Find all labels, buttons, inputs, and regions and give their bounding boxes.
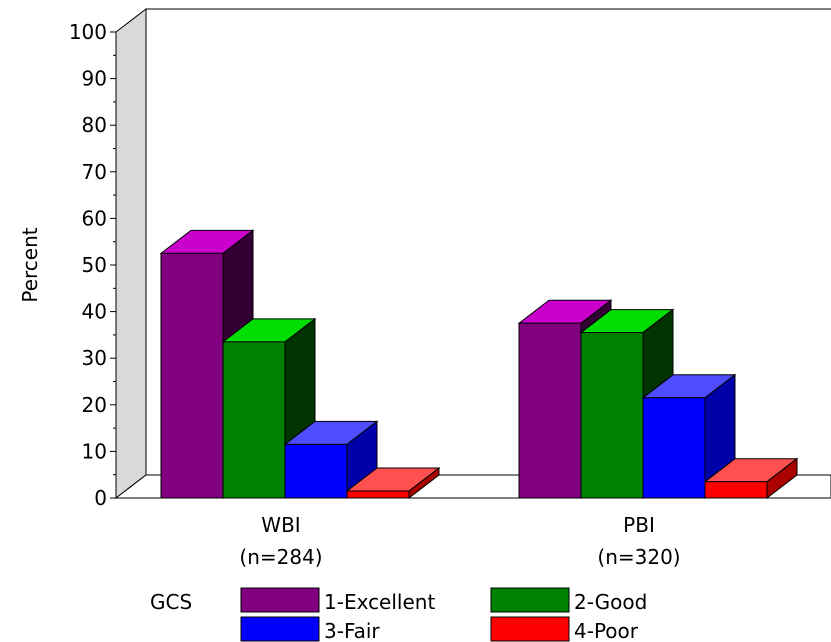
legend: GCS 1-Excellent 2-Good 3-Fair 4-Poor	[150, 587, 647, 642]
y-tick-label: 100	[69, 20, 107, 44]
legend-label: 1-Excellent	[324, 590, 435, 614]
bar-front	[642, 397, 706, 499]
legend-label: 4-Poor	[574, 619, 639, 642]
y-tick-label: 50	[82, 253, 107, 277]
legend-item: 4-Poor	[490, 616, 639, 642]
legend-swatch	[240, 587, 320, 613]
x-tick-label: PBI	[623, 513, 655, 537]
y-tick-label: 10	[82, 439, 107, 463]
legend-swatch	[240, 616, 320, 642]
bar-front	[580, 332, 644, 499]
bar	[641, 373, 737, 500]
y-axis: 0 10 20 30 40 50 60 70 80 90 100	[69, 20, 117, 510]
bar	[221, 317, 317, 500]
legend-item: 3-Fair	[240, 616, 380, 642]
legend-swatch	[490, 616, 570, 642]
y-tick-label: 30	[82, 346, 107, 370]
bars	[159, 229, 799, 500]
back-wall-side	[115, 7, 147, 500]
bar-front	[222, 341, 286, 499]
bar-front	[346, 490, 410, 499]
bar-front	[518, 322, 582, 499]
legend-title: GCS	[150, 590, 192, 614]
y-axis-label: Percent	[18, 227, 42, 302]
legend-swatch	[490, 587, 570, 613]
bar-front	[160, 252, 224, 499]
x-tick-label: WBI	[261, 513, 300, 537]
legend-label: 3-Fair	[324, 619, 380, 642]
y-tick-label: 90	[82, 67, 107, 91]
x-axis-labels: WBI (n=284) PBI (n=320)	[239, 513, 680, 569]
bar-front	[284, 443, 348, 499]
y-tick-label: 20	[82, 393, 107, 417]
y-tick-label: 40	[82, 300, 107, 324]
x-tick-sublabel: (n=320)	[597, 545, 680, 569]
bar	[703, 457, 799, 500]
bar	[345, 466, 441, 500]
y-tick-label: 80	[82, 113, 107, 137]
x-tick-sublabel: (n=284)	[239, 545, 322, 569]
y-tick-label: 0	[94, 486, 107, 510]
bar	[283, 420, 379, 500]
legend-item: 1-Excellent	[240, 587, 435, 614]
y-tick-label: 70	[82, 160, 107, 184]
y-tick-label: 60	[82, 206, 107, 230]
bar-front	[704, 481, 768, 499]
legend-label: 2-Good	[574, 590, 647, 614]
legend-item: 2-Good	[490, 587, 647, 614]
